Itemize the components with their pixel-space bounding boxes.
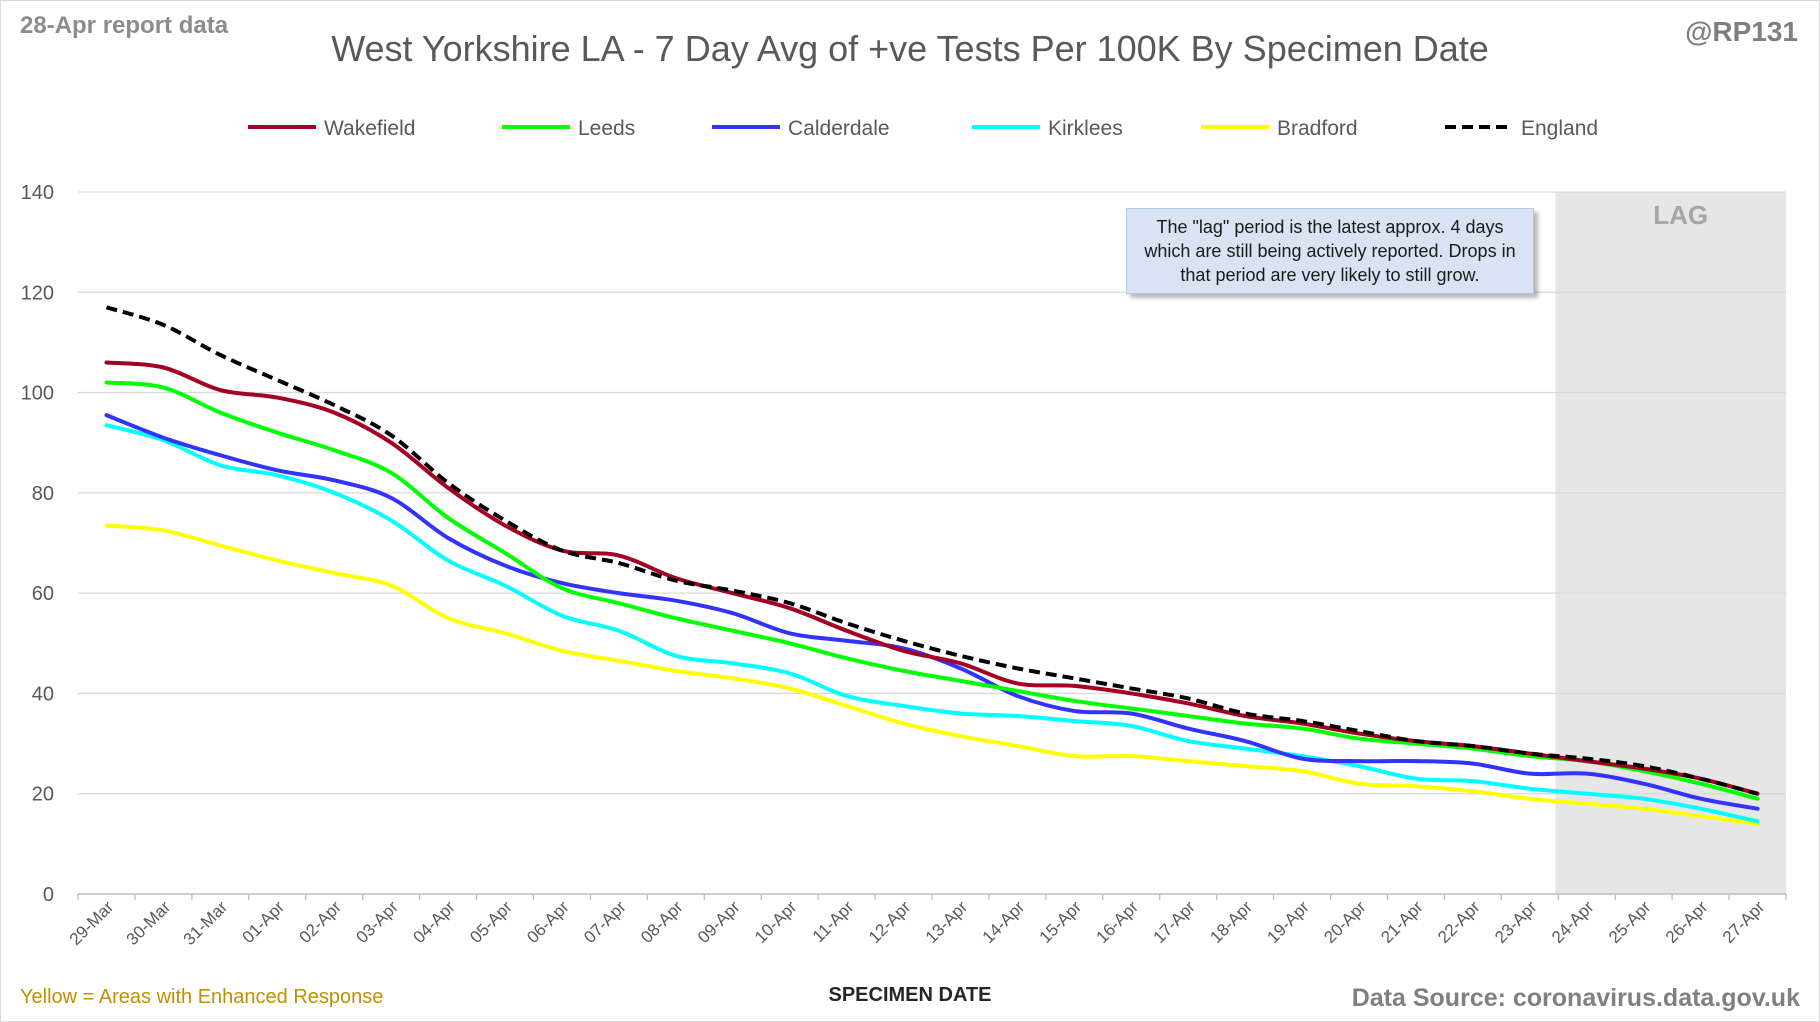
x-tick-label: 21-Apr [1377, 897, 1427, 947]
report-date-label: 28-Apr report data [20, 12, 229, 39]
series-line-kirklees [104, 423, 1760, 824]
x-tick-label: 08-Apr [637, 897, 687, 947]
x-tick-label: 17-Apr [1150, 897, 1200, 947]
x-tick-label: 30-Mar [123, 897, 175, 949]
x-tick-label: 23-Apr [1491, 897, 1541, 947]
x-tick-label: 19-Apr [1263, 897, 1313, 947]
x-tick-label: 04-Apr [409, 897, 459, 947]
x-tick-label: 13-Apr [922, 897, 972, 947]
lag-label: LAG [1653, 200, 1708, 230]
y-tick-label: 80 [32, 483, 54, 505]
legend-label-england: England [1521, 117, 1598, 140]
y-tick-label: 60 [32, 583, 54, 605]
legend-label-calderdale: Calderdale [788, 117, 890, 140]
x-tick-label: 29-Mar [66, 897, 118, 949]
series-line-england [105, 305, 1759, 796]
lag-annotation-box: The "lag" period is the latest approx. 4… [1126, 208, 1534, 294]
y-tick-label: 140 [21, 182, 54, 204]
enhanced-response-note: Yellow = Areas with Enhanced Response [20, 986, 384, 1008]
x-tick-label: 10-Apr [751, 897, 801, 947]
y-tick-label: 0 [43, 884, 54, 906]
x-tick-label: 18-Apr [1206, 897, 1256, 947]
x-tick-label: 03-Apr [352, 897, 402, 947]
lag-annotation-text: The "lag" period is the latest approx. 4… [1144, 217, 1516, 285]
x-tick-label: 06-Apr [523, 897, 573, 947]
legend-label-kirklees: Kirklees [1048, 117, 1123, 140]
x-tick-label: 12-Apr [865, 897, 915, 947]
series-line-bradford [104, 523, 1760, 826]
x-tick-label: 15-Apr [1036, 897, 1086, 947]
legend-label-leeds: Leeds [578, 117, 635, 140]
data-source-note: Data Source: coronavirus.data.gov.uk [1351, 984, 1800, 1012]
y-tick-label: 100 [21, 383, 54, 405]
x-tick-label: 07-Apr [580, 897, 630, 947]
y-tick-label: 40 [32, 683, 54, 705]
x-tick-label: 24-Apr [1548, 897, 1598, 947]
x-tick-label: 11-Apr [809, 897, 858, 946]
x-tick-label: 26-Apr [1662, 897, 1712, 947]
author-handle: @RP131 [1685, 16, 1798, 47]
x-tick-label: 31-Mar [180, 897, 232, 949]
x-tick-label: 09-Apr [694, 897, 744, 947]
y-tick-label: 20 [32, 784, 54, 806]
x-tick-label: 02-Apr [296, 897, 346, 947]
x-tick-label: 27-Apr [1719, 897, 1769, 947]
y-tick-label: 120 [21, 282, 54, 304]
x-tick-label: 25-Apr [1605, 897, 1655, 947]
x-tick-label: 20-Apr [1320, 897, 1370, 947]
series-line-leeds [104, 380, 1760, 801]
lag-region [1555, 192, 1786, 894]
x-tick-label: 01-Apr [239, 897, 289, 947]
x-tick-label: 05-Apr [466, 897, 516, 947]
legend-label-bradford: Bradford [1277, 117, 1358, 140]
chart-title: West Yorkshire LA - 7 Day Avg of +ve Tes… [331, 28, 1489, 69]
x-tick-label: 16-Apr [1093, 897, 1143, 947]
x-tick-label: 22-Apr [1434, 897, 1484, 947]
x-tick-label: 14-Apr [979, 897, 1029, 947]
legend-label-wakefield: Wakefield [324, 117, 415, 140]
x-axis-title: SPECIMEN DATE [828, 984, 992, 1006]
